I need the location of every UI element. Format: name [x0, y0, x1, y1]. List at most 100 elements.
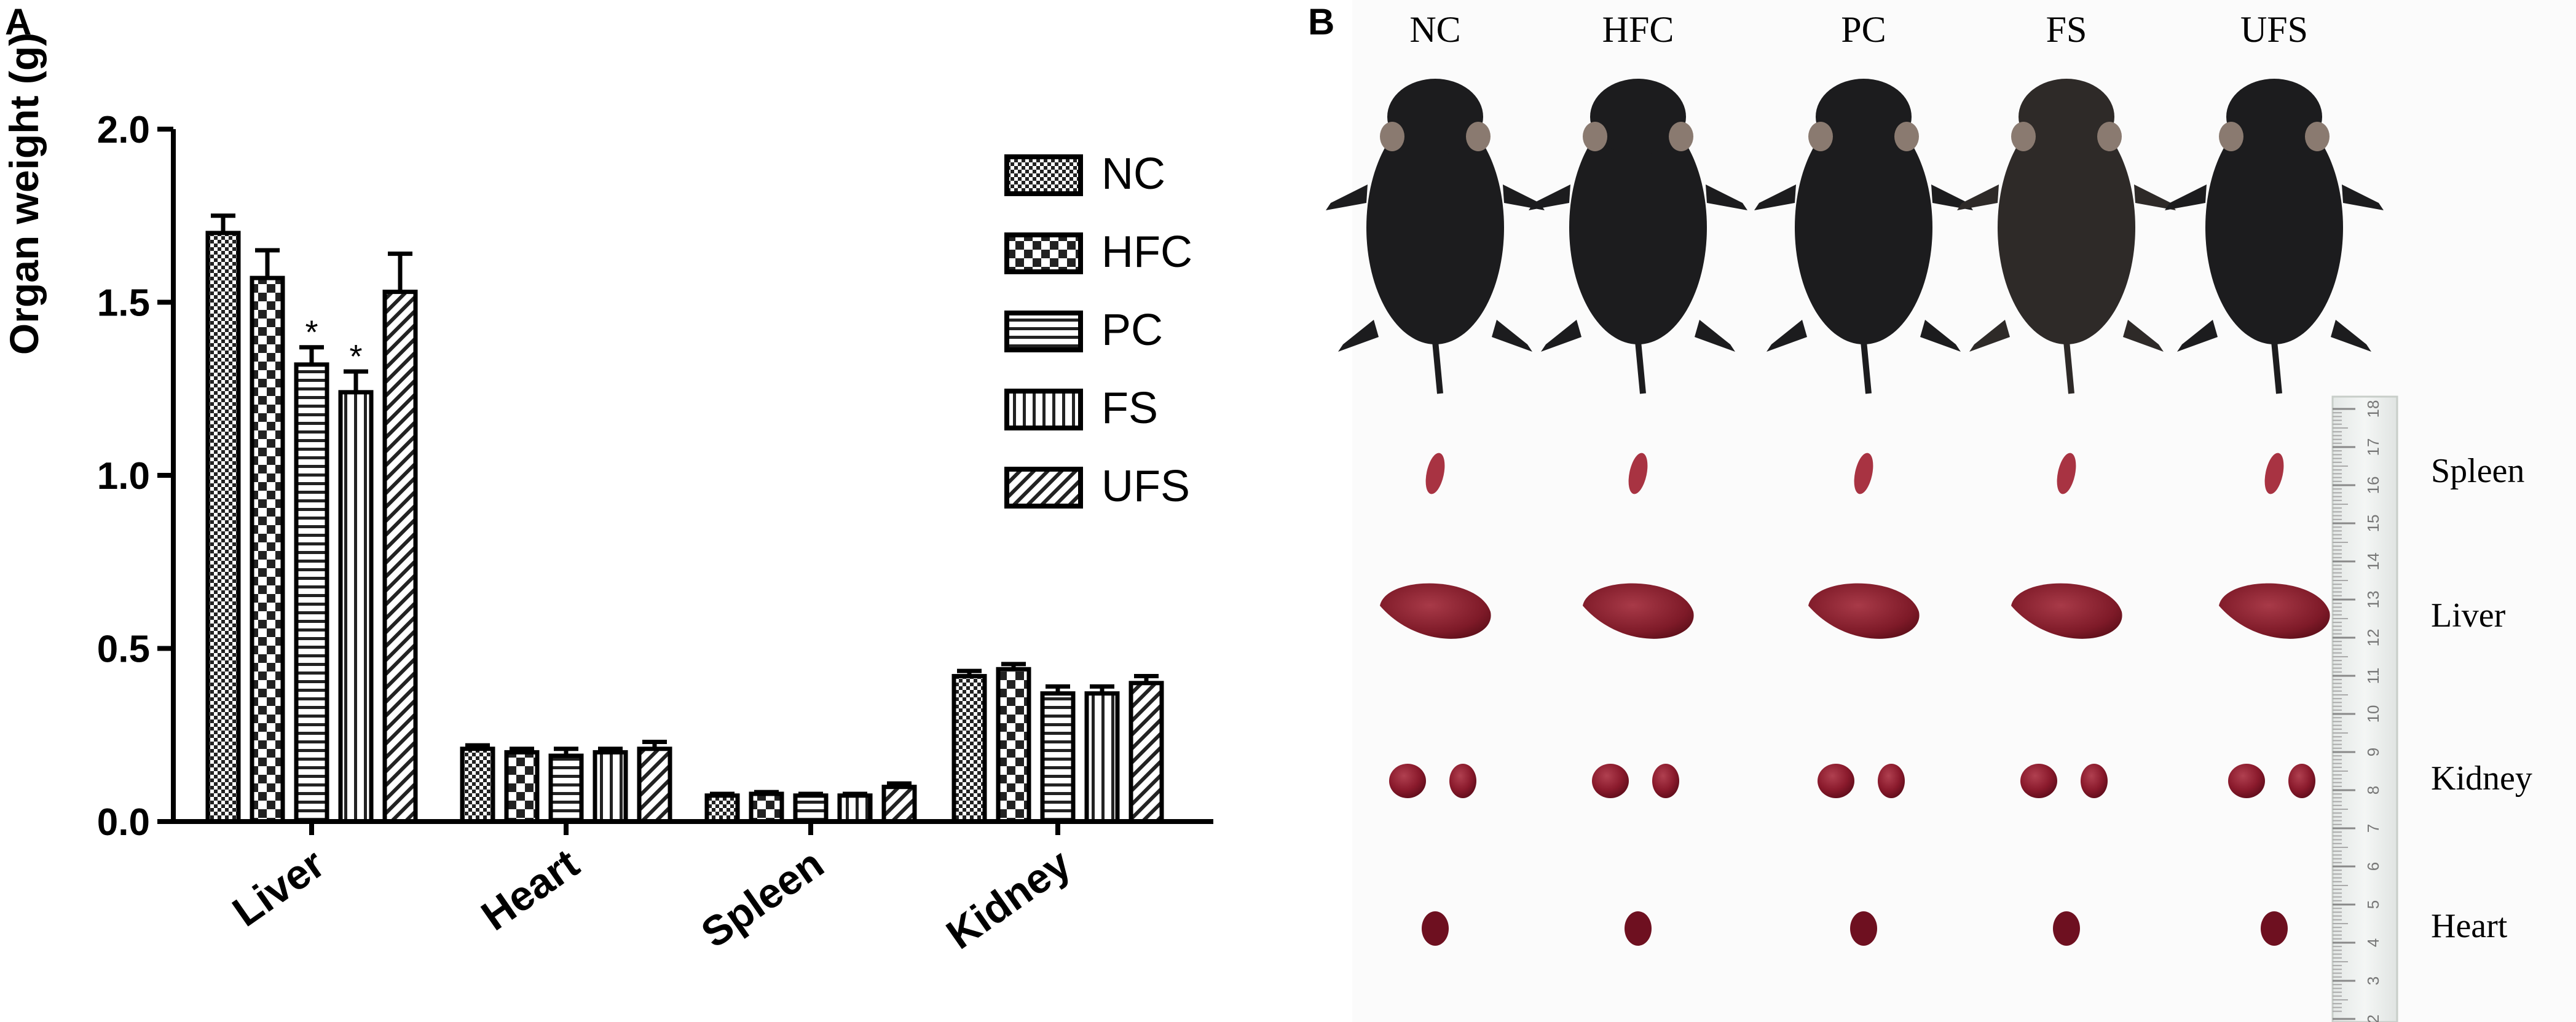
- legend-swatch-UFS: [1004, 467, 1083, 509]
- bar-NC-Heart: [460, 747, 495, 824]
- kidney-left: [1592, 764, 1629, 798]
- x-tick-label: Kidney: [938, 840, 1079, 958]
- significance-mark: *: [305, 314, 318, 351]
- bar-PC-Heart: [548, 753, 584, 824]
- kidney-left: [2020, 764, 2057, 798]
- liver: [2011, 583, 2122, 639]
- organ-photo-panel: NC HFC PC FS UFS 18171615141312111098765432 …: [1326, 0, 2576, 1022]
- legend-label-UFS: UFS: [1101, 462, 1190, 511]
- legend-swatch-NC: [1004, 154, 1083, 196]
- spleen: [1425, 453, 1445, 494]
- x-axis-ticks: Liver Heart Spleen Kidney: [224, 822, 1079, 958]
- group-label-NC: NC: [1409, 9, 1460, 50]
- ruler-label: 5: [2364, 900, 2382, 909]
- ruler-label: 16: [2364, 477, 2382, 494]
- group-label-PC: PC: [1841, 9, 1886, 50]
- bar-NC-Spleen: [704, 793, 740, 824]
- ruler-label: 12: [2364, 629, 2382, 647]
- ruler-label: 9: [2364, 748, 2382, 756]
- bar-HFC-Spleen: [749, 791, 784, 824]
- bar-PC-Liver: [294, 362, 329, 824]
- legend-swatch-PC: [1004, 311, 1083, 352]
- bar-HFC-Heart: [504, 750, 540, 824]
- axes: [171, 129, 1213, 824]
- legend-swatch-HFC: [1004, 232, 1083, 274]
- bar-FS-Heart: [593, 750, 628, 824]
- spleen: [1628, 453, 1648, 494]
- organ-label-heart: Heart: [2431, 907, 2508, 945]
- bar-NC-Liver: [205, 231, 241, 824]
- kidney-right: [1449, 764, 1476, 798]
- ruler: 18 17 16 15 14 13 12 11 10 9 8 7 6 5 4 3 2: [2331, 395, 2398, 1022]
- kidney-right: [1878, 764, 1905, 798]
- group-label-UFS: UFS: [2240, 9, 2308, 50]
- group-label-FS: FS: [2046, 9, 2087, 50]
- heart: [2261, 911, 2288, 946]
- ruler-label: 3: [2364, 976, 2382, 985]
- ruler-label: 2: [2364, 1015, 2382, 1022]
- kidney-left: [1818, 764, 1854, 798]
- ruler-label: 17: [2364, 438, 2382, 456]
- ruler-label: 7: [2364, 824, 2382, 833]
- bar-NC-Kidney: [951, 674, 987, 824]
- bar-FS-Kidney: [1084, 691, 1120, 824]
- kidney-right: [2288, 764, 2315, 798]
- legend-label-NC: NC: [1101, 149, 1165, 199]
- ruler-label: 10: [2364, 705, 2382, 723]
- y-tick-label: 0.0: [97, 801, 150, 844]
- mouse-PC: [1754, 79, 1973, 394]
- bar-FS-Spleen: [837, 793, 873, 824]
- mouse-NC: [1326, 79, 1545, 394]
- legend: NC HFC PC FS UFS: [1004, 149, 1192, 511]
- y-axis-label: Organ weight (g): [1, 33, 47, 355]
- bar-HFC-Liver: [250, 275, 285, 824]
- ruler-label: 6: [2364, 862, 2382, 871]
- bar-HFC-Kidney: [996, 667, 1031, 824]
- liver: [2219, 583, 2330, 639]
- x-tick-label: Liver: [224, 840, 333, 935]
- spleen: [2264, 453, 2284, 494]
- ruler-label: 4: [2364, 938, 2382, 947]
- ruler-label: 11: [2364, 668, 2382, 684]
- y-tick-label: 2.0: [97, 109, 150, 151]
- ruler-label: 15: [2364, 515, 2382, 533]
- bars: **: [205, 213, 1164, 824]
- kidney-left: [2228, 764, 2265, 798]
- organs-PC: [1808, 453, 1920, 946]
- y-tick-label: 1.0: [97, 455, 150, 497]
- heart: [1625, 911, 1652, 946]
- group-label-HFC: HFC: [1602, 9, 1674, 50]
- x-tick-label: Spleen: [693, 840, 832, 957]
- organs: [1380, 453, 2330, 946]
- y-axis-ticks: 0.0 0.5 1.0 1.5 2.0: [97, 109, 173, 844]
- bar-UFS-Liver: [382, 290, 418, 824]
- mouse-FS: [1957, 79, 2176, 394]
- spleen: [1854, 453, 1873, 494]
- y-tick-label: 0.5: [97, 628, 150, 671]
- liver: [1583, 583, 1694, 639]
- ruler-label: 18: [2364, 400, 2382, 418]
- organs-FS: [2011, 453, 2122, 946]
- kidney-left: [1389, 764, 1426, 798]
- bar-UFS-Heart: [637, 747, 672, 824]
- organ-label-spleen: Spleen: [2431, 452, 2524, 490]
- heart: [1850, 911, 1877, 946]
- mouse-UFS: [2165, 79, 2384, 394]
- kidney-right: [2081, 764, 2108, 798]
- legend-swatch-FS: [1004, 389, 1083, 430]
- spleen: [2057, 453, 2076, 494]
- organ-label-kidney: Kidney: [2431, 759, 2532, 798]
- panel-a-label: A: [5, 1, 31, 42]
- bar-UFS-Kidney: [1128, 681, 1164, 824]
- ruler-label: 8: [2364, 786, 2382, 794]
- x-tick-label: Heart: [473, 840, 588, 940]
- ruler-label: 14: [2364, 553, 2382, 571]
- ruler-body: [2331, 395, 2398, 1022]
- bar-UFS-Spleen: [881, 785, 917, 824]
- significance-mark: *: [349, 338, 362, 375]
- bar-PC-Kidney: [1040, 691, 1076, 824]
- mouse-HFC: [1529, 79, 1747, 394]
- kidney-right: [1652, 764, 1679, 798]
- bar-PC-Spleen: [793, 793, 829, 824]
